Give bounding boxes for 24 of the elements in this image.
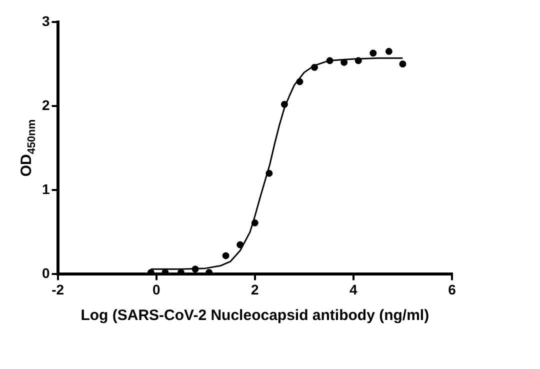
- x-tick-label: 0: [152, 281, 160, 298]
- point: [296, 78, 304, 86]
- point: [192, 266, 199, 273]
- x-tick-label: 6: [448, 281, 456, 298]
- point: [340, 58, 348, 66]
- point: [311, 64, 318, 71]
- point: [354, 57, 362, 64]
- point: [222, 252, 230, 260]
- x-tick-label: -2: [52, 281, 64, 298]
- y-tick-label: 0: [42, 265, 50, 282]
- x-tick-label: 4: [350, 281, 358, 298]
- x-axis-title: Log (SARS-CoV-2 Nucleocapsid antibody (ng/ml): [80, 307, 430, 324]
- point: [370, 50, 377, 57]
- y-tick-label: 3: [42, 12, 50, 29]
- point: [326, 57, 334, 64]
- point: [280, 100, 288, 108]
- point: [399, 60, 406, 68]
- y-tick-label: 1: [42, 180, 50, 197]
- point: [266, 170, 273, 177]
- point: [236, 241, 244, 248]
- point: [251, 219, 258, 226]
- x-tick-label: 2: [250, 281, 259, 298]
- y-tick-label: 2: [42, 96, 50, 113]
- point: [385, 48, 392, 55]
